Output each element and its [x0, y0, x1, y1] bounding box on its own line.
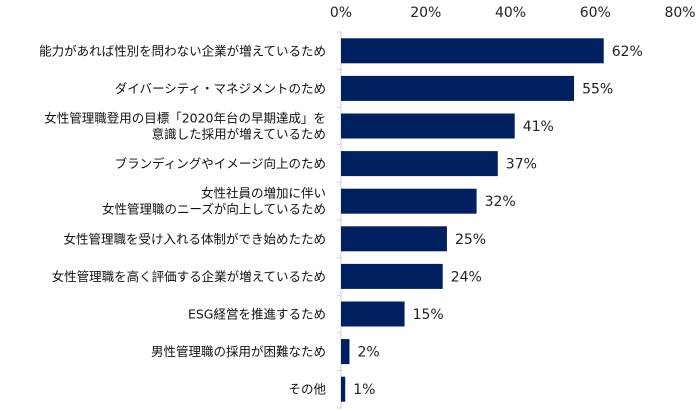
bar: [341, 339, 350, 365]
category-label: 女性管理職を受け入れる体制ができ始めたため: [63, 231, 326, 246]
bar: [341, 38, 604, 64]
y-axis: [337, 31, 342, 409]
bar: [341, 263, 443, 289]
bar: [341, 151, 498, 177]
category-label: 能力があれば性別を問わない企業が増えているため: [39, 43, 326, 58]
category-label: 意識した採用が増えているため: [152, 127, 326, 142]
category-label: 女性社員の増加に伴い: [201, 186, 326, 201]
x-tick-label: 40%: [495, 5, 526, 21]
bar: [341, 376, 346, 402]
x-tick-label: 60%: [580, 5, 611, 21]
bar: [341, 226, 447, 252]
data-label: 62%: [612, 44, 643, 60]
category-label: ダイバーシティ・マネジメントのため: [115, 81, 326, 96]
x-tick-label: 80%: [664, 5, 695, 21]
x-tick-label: 0%: [330, 5, 352, 21]
category-label: ESG経営を推進するため: [188, 307, 326, 322]
bar: [341, 75, 575, 101]
data-label: 2%: [357, 345, 379, 361]
category-label: 女性管理職を高く評価する企業が増えているため: [52, 269, 326, 284]
bar: [341, 301, 405, 327]
x-tick-label: 20%: [410, 5, 441, 21]
data-label: 32%: [485, 194, 516, 210]
bar: [341, 113, 515, 139]
data-label: 55%: [582, 81, 613, 97]
category-label: 女性管理職のニーズが向上しているため: [102, 202, 326, 217]
data-label: 37%: [506, 157, 537, 173]
x-axis-ticks: 0% 20% 40% 60% 80%: [330, 5, 696, 21]
data-label: 41%: [523, 119, 554, 135]
data-label: 25%: [455, 232, 486, 248]
category-label: その他: [288, 382, 326, 397]
bars: 62% 能力があれば性別を問わない企業が増えているため 55% ダイバーシティ・マネジ…: [39, 38, 643, 402]
category-label: ブランディングやイメージ向上のため: [115, 156, 326, 171]
data-label: 15%: [413, 307, 444, 323]
category-label: 男性管理職の採用が困難なため: [151, 344, 326, 359]
category-label: 女性管理職登用の目標「2020年台の早期達成」を: [44, 111, 326, 126]
bar: [341, 188, 477, 214]
data-label: 24%: [451, 269, 482, 285]
data-label: 1%: [353, 382, 375, 398]
